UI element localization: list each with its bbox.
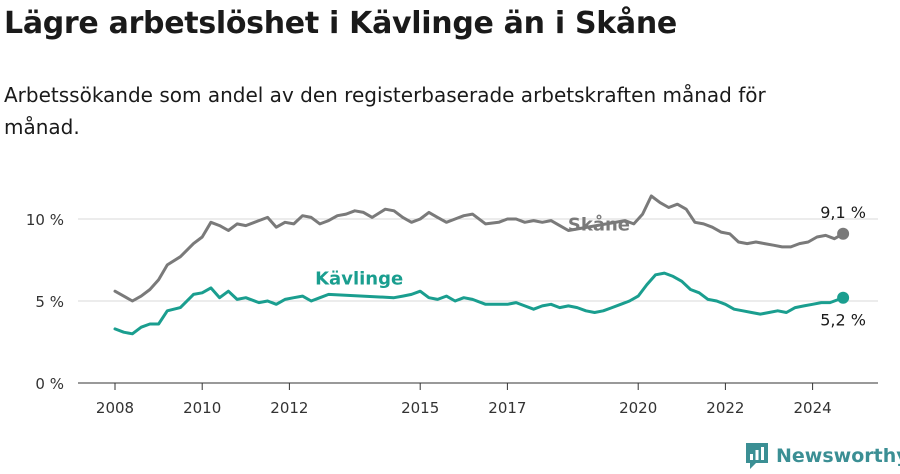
x-tick-label: 2020 (619, 399, 657, 417)
newsworthy-icon (746, 443, 768, 469)
series-name-label: Kävlinge (315, 269, 403, 290)
end-value-label: 5,2 % (820, 311, 866, 330)
series-name-label: Skåne (568, 213, 630, 235)
y-tick-label: 5 % (35, 293, 64, 311)
end-point-marker (837, 227, 850, 240)
x-tick-label: 2010 (183, 399, 221, 417)
annotation-group: 9,1 % 5,2 % Skåne Kävlinge (315, 203, 866, 330)
series-group (113, 194, 850, 336)
gridlines (78, 218, 878, 302)
y-tick-label: 10 % (26, 211, 64, 229)
end-value-label: 9,1 % (820, 203, 866, 222)
x-tick-label: 2017 (488, 399, 526, 417)
x-tick-label: 2015 (401, 399, 439, 417)
chart-title: Lägre arbetslöshet i Kävlinge än i Skåne (4, 6, 677, 41)
y-tick-label: 0 % (35, 375, 64, 393)
brand-logo: Newsworthy (744, 441, 900, 471)
x-tick-label: 2012 (270, 399, 308, 417)
series-line-k-vlinge (113, 271, 845, 336)
brand-name: Newsworthy (776, 445, 900, 467)
end-point-marker (837, 291, 850, 304)
series-line-sk-ne (113, 194, 845, 303)
y-axis: 0 % 5 % 10 % (26, 211, 64, 393)
chart-subtitle: Arbetssökande som andel av den registerb… (4, 83, 766, 139)
x-tick-label: 2008 (96, 399, 134, 417)
x-axis: 2008 2010 2012 2015 2017 2020 2022 2024 (78, 382, 878, 417)
x-tick-label: 2024 (794, 399, 832, 417)
x-tick-label: 2022 (706, 399, 744, 417)
